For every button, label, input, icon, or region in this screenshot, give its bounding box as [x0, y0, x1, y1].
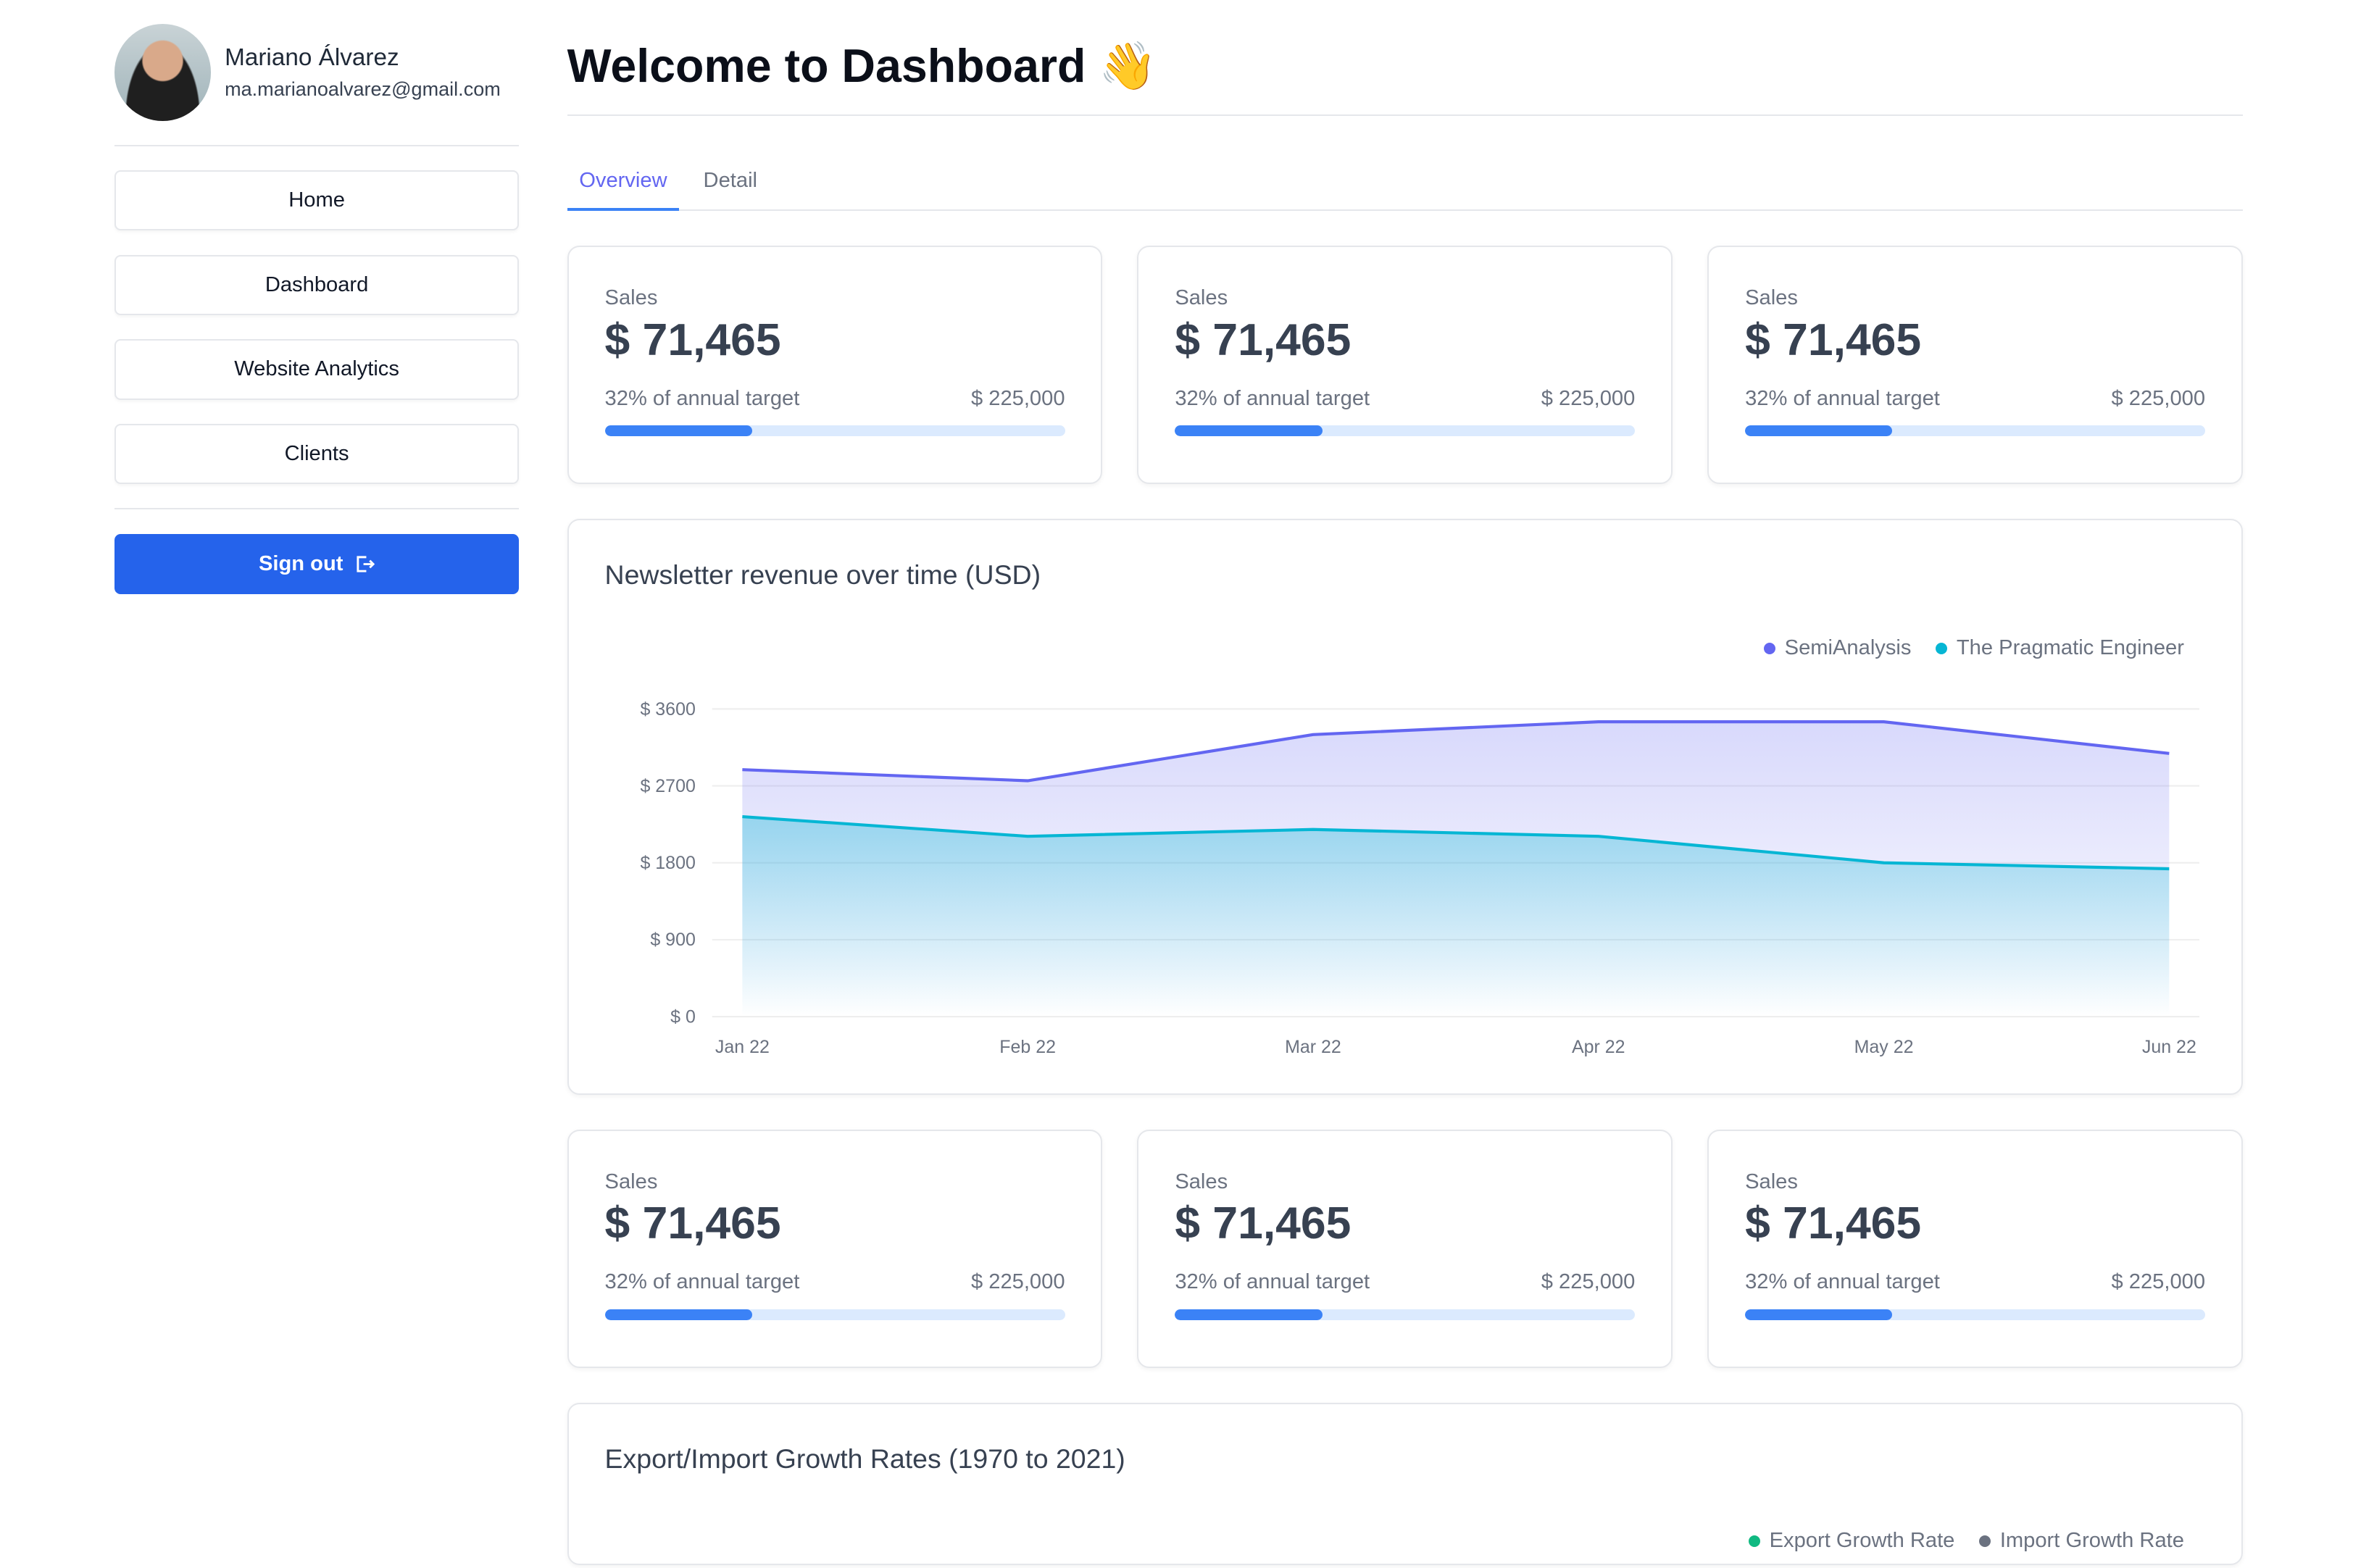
progress-bar	[1175, 1309, 1636, 1320]
card-note: 32% of annual target	[604, 386, 800, 410]
chart-legend: Export Growth Rate Import Growth Rate	[605, 1529, 2206, 1553]
card-target: $ 225,000	[970, 1270, 1065, 1294]
chart-title: Export/Import Growth Rates (1970 to 2021…	[604, 1443, 1125, 1474]
sales-card: Sales $ 71,465 32% of annual target $ 225…	[1707, 1129, 2244, 1368]
card-value: $ 71,465	[604, 1198, 781, 1249]
sales-card: Sales $ 71,465 32% of annual target $ 225…	[567, 246, 1103, 485]
card-label: Sales	[1745, 1170, 1798, 1194]
legend-dot	[1978, 1535, 1991, 1548]
progress-fill	[1745, 425, 1893, 436]
sales-card: Sales $ 71,465 32% of annual target $ 225…	[1707, 246, 2244, 485]
revenue-chart: $ 0 $ 900 $ 1800 $ 2700 $ 3600 Jan 22 Feb 22 Ma…	[640, 698, 2199, 1057]
legend-label: The Pragmatic Engineer	[1956, 636, 2184, 660]
user-profile: Mariano Álvarez ma.marianoalvarez@gmail.…	[114, 24, 519, 121]
card-note: 32% of annual target	[1175, 1270, 1370, 1294]
card-note: 32% of annual target	[604, 1270, 800, 1294]
progress-bar	[604, 1309, 1065, 1320]
legend-dot	[1935, 642, 1948, 655]
growth-chart-panel: Export/Import Growth Rates (1970 to 2021…	[567, 1402, 2244, 1566]
legend-item[interactable]: Export Growth Rate	[1748, 1529, 1955, 1553]
y-tick-label: $ 2700	[640, 776, 695, 796]
nav-home[interactable]: Home	[114, 170, 519, 231]
sales-card: Sales $ 71,465 32% of annual target $ 225…	[567, 1129, 1103, 1368]
tab-overview[interactable]: Overview	[567, 164, 680, 212]
legend-item[interactable]: The Pragmatic Engineer	[1935, 636, 2184, 660]
card-value: $ 71,465	[1175, 1198, 1352, 1249]
tab-detail[interactable]: Detail	[703, 168, 758, 192]
y-tick-label: $ 3600	[640, 698, 695, 719]
card-target: $ 225,000	[970, 386, 1065, 410]
sign-out-label: Sign out	[258, 551, 343, 575]
sales-card: Sales $ 71,465 32% of annual target $ 225…	[1137, 1129, 1673, 1368]
legend-label: Export Growth Rate	[1769, 1529, 1955, 1553]
card-target: $ 225,000	[2111, 1270, 2206, 1294]
avatar	[114, 24, 212, 121]
card-label: Sales	[1745, 286, 1798, 310]
card-value: $ 71,465	[1745, 1198, 1922, 1249]
progress-bar	[1745, 1309, 2206, 1320]
chart-legend: SemiAnalysis The Pragmatic Engineer	[605, 636, 2206, 660]
x-tick-label: Jan 22	[715, 1037, 769, 1057]
sales-card: Sales $ 71,465 32% of annual target $ 225…	[1137, 246, 1673, 485]
main-content: Welcome to Dashboard 👋 Overview Detail S…	[567, 0, 2244, 1566]
sign-out-button[interactable]: Sign out	[114, 533, 519, 594]
series-area	[741, 816, 2169, 1017]
nav-clients[interactable]: Clients	[114, 423, 519, 485]
card-value: $ 71,465	[1745, 314, 1922, 365]
card-target: $ 225,000	[1541, 386, 1636, 410]
legend-label: Import Growth Rate	[1999, 1529, 2184, 1553]
card-label: Sales	[1175, 1170, 1228, 1194]
waving-hand-icon: 👋	[1099, 39, 1157, 92]
card-label: Sales	[1175, 286, 1228, 310]
card-label: Sales	[604, 286, 658, 310]
card-target: $ 225,000	[1541, 1270, 1636, 1294]
progress-bar	[1175, 425, 1636, 436]
user-name: Mariano Álvarez	[225, 44, 399, 72]
legend-label: SemiAnalysis	[1784, 636, 1912, 660]
card-value: $ 71,465	[604, 314, 781, 365]
series-line	[741, 720, 2170, 783]
card-note: 32% of annual target	[1745, 386, 1940, 410]
y-tick-label: $ 0	[670, 1006, 696, 1027]
divider	[114, 508, 519, 510]
page-title: Welcome to Dashboard 👋	[567, 36, 2243, 114]
progress-fill	[604, 425, 752, 436]
kpi-row: Sales $ 71,465 32% of annual target $ 225…	[567, 246, 2244, 485]
nav-dashboard[interactable]: Dashboard	[114, 254, 519, 315]
legend-item[interactable]: Import Growth Rate	[1978, 1529, 2184, 1553]
y-tick-label: $ 1800	[640, 853, 695, 873]
page-title-text: Welcome to Dashboard	[567, 39, 1086, 92]
x-tick-label: Mar 22	[1285, 1037, 1341, 1057]
y-tick-label: $ 900	[650, 930, 695, 950]
x-tick-label: May 22	[1854, 1037, 1913, 1057]
x-tick-label: Apr 22	[1572, 1037, 1625, 1057]
progress-fill	[1175, 1309, 1323, 1320]
progress-fill	[1745, 1309, 1893, 1320]
kpi-row: Sales $ 71,465 32% of annual target $ 225…	[567, 1129, 2244, 1368]
chart-title: Newsletter revenue over time (USD)	[604, 559, 1041, 591]
logout-icon	[357, 556, 375, 572]
divider	[114, 144, 519, 146]
legend-item[interactable]: SemiAnalysis	[1763, 636, 1912, 660]
card-target: $ 225,000	[2111, 386, 2206, 410]
x-tick-label: Jun 22	[2141, 1037, 2196, 1057]
tab-bar: Overview Detail	[567, 114, 2244, 212]
progress-fill	[1175, 425, 1323, 436]
legend-dot	[1748, 1535, 1761, 1548]
nav-website-analytics[interactable]: Website Analytics	[114, 339, 519, 400]
legend-dot	[1763, 642, 1776, 655]
progress-bar	[1745, 425, 2206, 436]
newsletter-chart-panel: Newsletter revenue over time (USD) SemiA…	[567, 518, 2244, 1096]
series-line	[741, 814, 2169, 870]
sidebar: Mariano Álvarez ma.marianoalvarez@gmail.…	[114, 24, 519, 594]
card-label: Sales	[604, 1170, 658, 1194]
user-email: ma.marianoalvarez@gmail.com	[225, 78, 501, 100]
progress-fill	[604, 1309, 752, 1320]
x-tick-label: Feb 22	[999, 1037, 1056, 1057]
card-note: 32% of annual target	[1175, 386, 1370, 410]
card-note: 32% of annual target	[1745, 1270, 1940, 1294]
card-value: $ 71,465	[1175, 314, 1352, 365]
progress-bar	[604, 425, 1065, 436]
